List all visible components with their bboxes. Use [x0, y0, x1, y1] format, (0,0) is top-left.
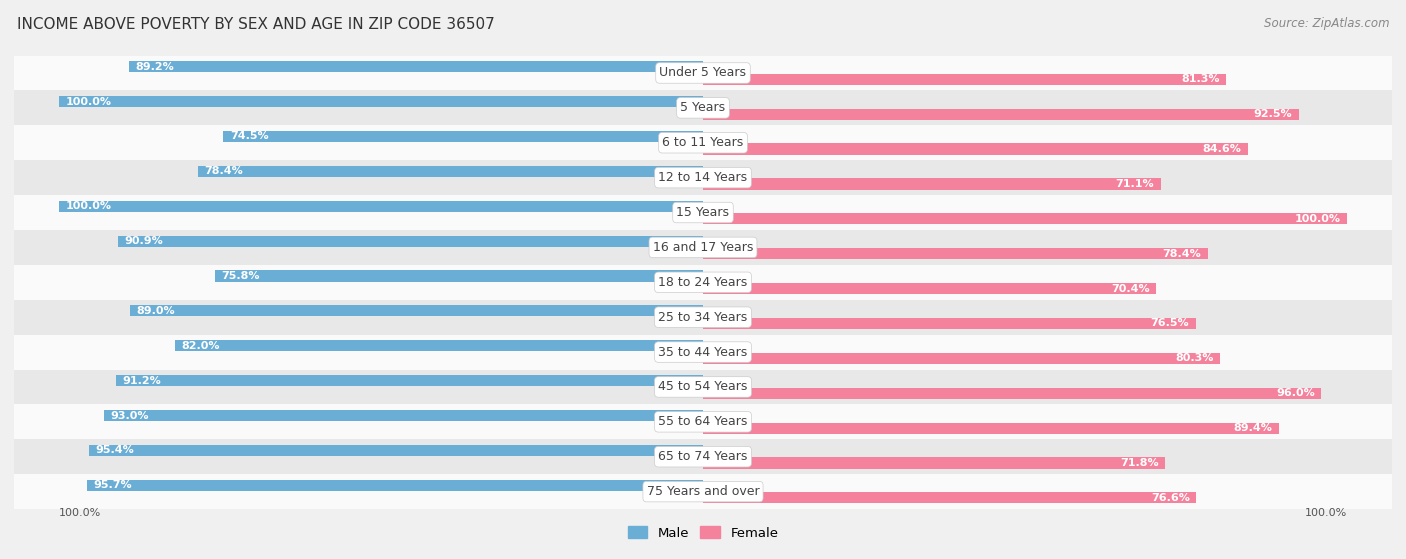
Bar [703, 387, 1322, 399]
Bar [224, 131, 703, 142]
Bar [215, 271, 703, 282]
Text: 6 to 11 Years: 6 to 11 Years [662, 136, 744, 149]
Text: INCOME ABOVE POVERTY BY SEX AND AGE IN ZIP CODE 36507: INCOME ABOVE POVERTY BY SEX AND AGE IN Z… [17, 17, 495, 32]
Text: 74.5%: 74.5% [229, 131, 269, 141]
Bar [104, 410, 703, 421]
Text: 89.2%: 89.2% [135, 61, 174, 72]
Text: 76.6%: 76.6% [1152, 493, 1189, 503]
Bar [703, 108, 1299, 120]
Bar [174, 340, 703, 352]
Text: 84.6%: 84.6% [1202, 144, 1241, 154]
Text: 55 to 64 Years: 55 to 64 Years [658, 415, 748, 428]
Bar [14, 160, 1392, 195]
Bar [115, 375, 703, 386]
Bar [14, 195, 1392, 230]
Text: 78.4%: 78.4% [205, 167, 243, 176]
Text: 75 Years and over: 75 Years and over [647, 485, 759, 498]
Text: 35 to 44 Years: 35 to 44 Years [658, 345, 748, 358]
Legend: Male, Female: Male, Female [623, 521, 783, 545]
Bar [198, 166, 703, 177]
Bar [703, 178, 1161, 190]
Text: Under 5 Years: Under 5 Years [659, 67, 747, 79]
Text: 100.0%: 100.0% [66, 97, 111, 107]
Bar [703, 457, 1166, 468]
Bar [14, 55, 1392, 91]
Text: 82.0%: 82.0% [181, 341, 219, 351]
Text: 95.7%: 95.7% [93, 480, 132, 490]
Text: 100.0%: 100.0% [1305, 508, 1347, 518]
Bar [104, 410, 703, 421]
Text: 16 and 17 Years: 16 and 17 Years [652, 241, 754, 254]
Text: 90.9%: 90.9% [124, 236, 163, 246]
Bar [703, 492, 1197, 504]
Text: 95.4%: 95.4% [96, 446, 134, 456]
Text: 18 to 24 Years: 18 to 24 Years [658, 276, 748, 289]
Bar [14, 474, 1392, 509]
Bar [703, 213, 1347, 224]
Text: 91.2%: 91.2% [122, 376, 160, 386]
Bar [59, 201, 703, 212]
Bar [14, 230, 1392, 265]
Bar [703, 423, 1278, 434]
Text: 89.4%: 89.4% [1233, 423, 1272, 433]
Text: 75.8%: 75.8% [221, 271, 260, 281]
Bar [59, 201, 703, 212]
Bar [215, 271, 703, 282]
Text: 76.5%: 76.5% [1150, 319, 1189, 329]
Text: 81.3%: 81.3% [1181, 74, 1220, 84]
Text: 25 to 34 Years: 25 to 34 Years [658, 311, 748, 324]
Bar [14, 369, 1392, 404]
Bar [59, 96, 703, 107]
Bar [703, 318, 1195, 329]
Bar [87, 480, 703, 491]
Text: 71.8%: 71.8% [1121, 458, 1159, 468]
Bar [14, 335, 1392, 369]
Text: 92.5%: 92.5% [1254, 109, 1292, 119]
Bar [703, 283, 1156, 294]
Bar [87, 480, 703, 491]
Text: 45 to 54 Years: 45 to 54 Years [658, 381, 748, 394]
Text: 71.1%: 71.1% [1116, 179, 1154, 189]
Bar [224, 131, 703, 142]
Text: 65 to 74 Years: 65 to 74 Years [658, 450, 748, 463]
Bar [174, 340, 703, 352]
Text: Source: ZipAtlas.com: Source: ZipAtlas.com [1264, 17, 1389, 30]
Bar [703, 144, 1247, 155]
Bar [14, 265, 1392, 300]
Bar [129, 305, 703, 316]
Bar [118, 235, 703, 247]
Bar [703, 248, 1208, 259]
Bar [703, 353, 1220, 364]
Bar [14, 439, 1392, 474]
Text: 100.0%: 100.0% [66, 201, 111, 211]
Text: 78.4%: 78.4% [1163, 249, 1201, 259]
Text: 100.0%: 100.0% [59, 508, 101, 518]
Text: 70.4%: 70.4% [1111, 283, 1150, 293]
Bar [14, 125, 1392, 160]
Text: 80.3%: 80.3% [1175, 353, 1213, 363]
Bar [703, 74, 1226, 85]
Text: 12 to 14 Years: 12 to 14 Years [658, 171, 748, 184]
Bar [89, 445, 703, 456]
Bar [14, 91, 1392, 125]
Text: 96.0%: 96.0% [1275, 389, 1315, 398]
Text: 89.0%: 89.0% [136, 306, 174, 316]
Bar [14, 404, 1392, 439]
Text: 93.0%: 93.0% [111, 410, 149, 420]
Bar [198, 166, 703, 177]
Bar [89, 445, 703, 456]
Text: 100.0%: 100.0% [1295, 214, 1340, 224]
Bar [129, 61, 703, 72]
Bar [118, 235, 703, 247]
Bar [129, 305, 703, 316]
Bar [115, 375, 703, 386]
Text: 5 Years: 5 Years [681, 101, 725, 115]
Text: 15 Years: 15 Years [676, 206, 730, 219]
Bar [14, 300, 1392, 335]
Bar [129, 61, 703, 72]
Bar [59, 96, 703, 107]
